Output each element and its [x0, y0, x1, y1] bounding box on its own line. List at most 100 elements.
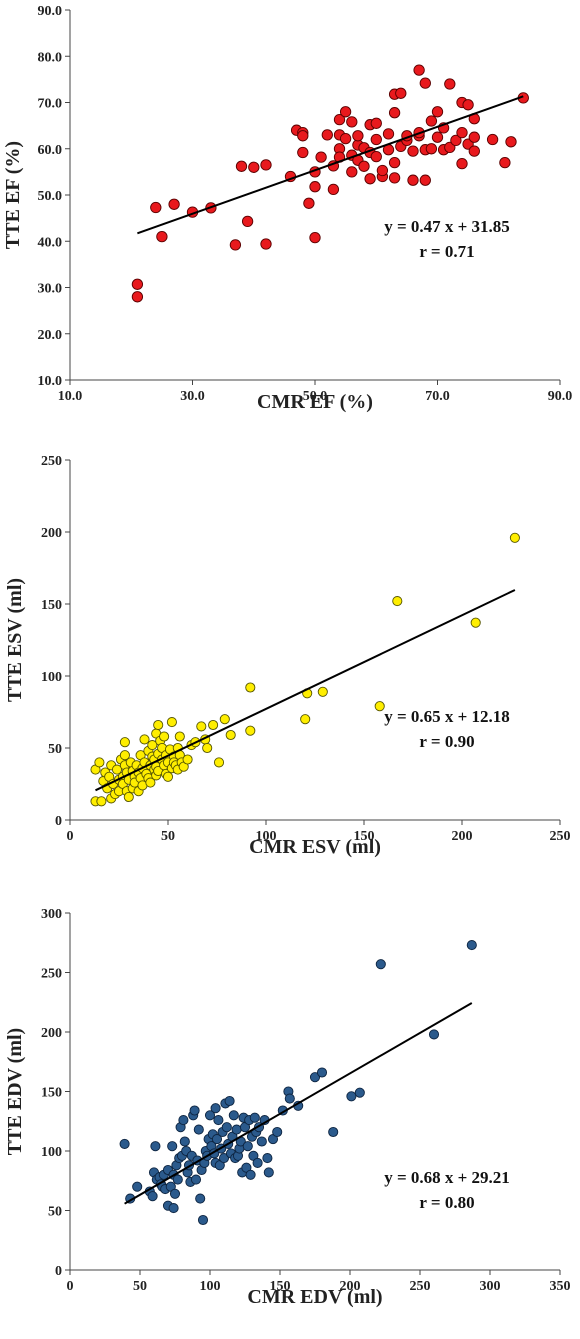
data-point [182, 754, 193, 765]
data-point [228, 1110, 239, 1121]
data-point [456, 157, 468, 170]
data-point [131, 278, 144, 290]
data-point [509, 532, 520, 543]
data-point [392, 596, 403, 607]
y-tick-label: 40.0 [38, 235, 63, 250]
x-tick-label: 30.0 [180, 389, 205, 404]
y-axis-label: TTE ESV (ml) [4, 578, 26, 702]
x-tick-label: 200 [452, 829, 473, 844]
data-point [119, 737, 130, 748]
data-point [297, 146, 309, 159]
data-point [225, 729, 236, 741]
data-point [499, 156, 511, 169]
data-point [328, 1126, 339, 1138]
data-point [172, 1174, 183, 1185]
data-point [168, 1203, 179, 1214]
data-point [263, 1167, 274, 1178]
data-point [132, 1181, 143, 1192]
x-tick-label: 100 [200, 1279, 221, 1294]
data-point [375, 959, 386, 970]
x-tick-label: 200 [340, 1279, 361, 1294]
trendline [137, 95, 524, 235]
x-tick-label: 0 [67, 829, 74, 844]
x-tick-label: 250 [410, 1279, 431, 1294]
data-point [166, 717, 177, 728]
y-tick-label: 90.0 [38, 4, 63, 19]
data-point [486, 133, 499, 146]
data-point [193, 1124, 204, 1135]
data-point [425, 115, 438, 127]
data-point [131, 291, 144, 303]
data-point [346, 166, 358, 178]
y-tick-label: 60.0 [38, 143, 63, 158]
correlation-coefficient: r = 0.90 [419, 732, 474, 751]
x-tick-label: 50 [161, 829, 175, 844]
y-tick-label: 0 [55, 814, 62, 829]
data-point [339, 106, 352, 118]
data-point [245, 682, 256, 693]
data-point [224, 1095, 235, 1107]
data-point [466, 940, 477, 951]
x-axis-label: CMR EF (%) [257, 391, 373, 413]
data-point [456, 126, 468, 139]
y-tick-label: 250 [41, 454, 62, 469]
data-point [444, 78, 456, 90]
data-point [505, 136, 517, 148]
data-point [252, 1157, 263, 1168]
y-tick-label: 200 [41, 1026, 62, 1041]
regression-equation: y = 0.65 x + 12.18 [384, 707, 510, 726]
data-point [370, 117, 382, 129]
data-point [419, 77, 431, 89]
data-point [219, 714, 230, 725]
x-tick-label: 90.0 [548, 389, 573, 404]
data-point [208, 719, 219, 731]
data-point [316, 1067, 328, 1078]
data-point [153, 719, 164, 731]
data-point [468, 145, 480, 157]
data-point [327, 183, 340, 196]
data-point [419, 174, 431, 186]
data-point [407, 174, 419, 186]
data-point [256, 1136, 267, 1147]
data-point [358, 160, 370, 172]
x-tick-label: 50.0 [303, 389, 328, 404]
data-point [150, 201, 162, 214]
data-point [382, 128, 395, 140]
data-point [376, 164, 389, 177]
data-point [241, 215, 254, 228]
data-point [150, 1141, 161, 1152]
y-tick-label: 30.0 [38, 282, 63, 297]
data-point [333, 113, 346, 126]
y-tick-label: 10.0 [38, 374, 63, 389]
data-point [352, 130, 364, 142]
data-point [317, 686, 328, 697]
data-point [204, 1110, 216, 1121]
data-point [147, 1191, 158, 1202]
y-tick-label: 150 [41, 598, 62, 613]
x-tick-label: 50 [133, 1279, 147, 1294]
data-point [178, 1115, 189, 1126]
data-point [300, 714, 311, 725]
data-point [167, 1141, 178, 1152]
regression-equation: y = 0.68 x + 29.21 [384, 1168, 510, 1187]
data-point [189, 1105, 200, 1116]
x-tick-label: 0 [67, 1279, 74, 1294]
data-point [202, 742, 213, 754]
data-point [462, 99, 474, 111]
data-point [272, 1126, 283, 1138]
x-tick-label: 350 [550, 1279, 571, 1294]
data-point [388, 172, 401, 184]
data-point [413, 64, 425, 76]
data-point [213, 1115, 224, 1126]
data-point [218, 1153, 230, 1164]
y-tick-label: 50.0 [38, 189, 63, 204]
data-point [111, 764, 123, 775]
data-point [321, 129, 333, 141]
x-tick-label: 250 [550, 829, 571, 844]
data-point [315, 151, 327, 163]
data-point [346, 1091, 357, 1102]
y-tick-label: 50 [48, 742, 62, 757]
data-point [190, 1174, 202, 1185]
data-point [354, 1087, 365, 1098]
